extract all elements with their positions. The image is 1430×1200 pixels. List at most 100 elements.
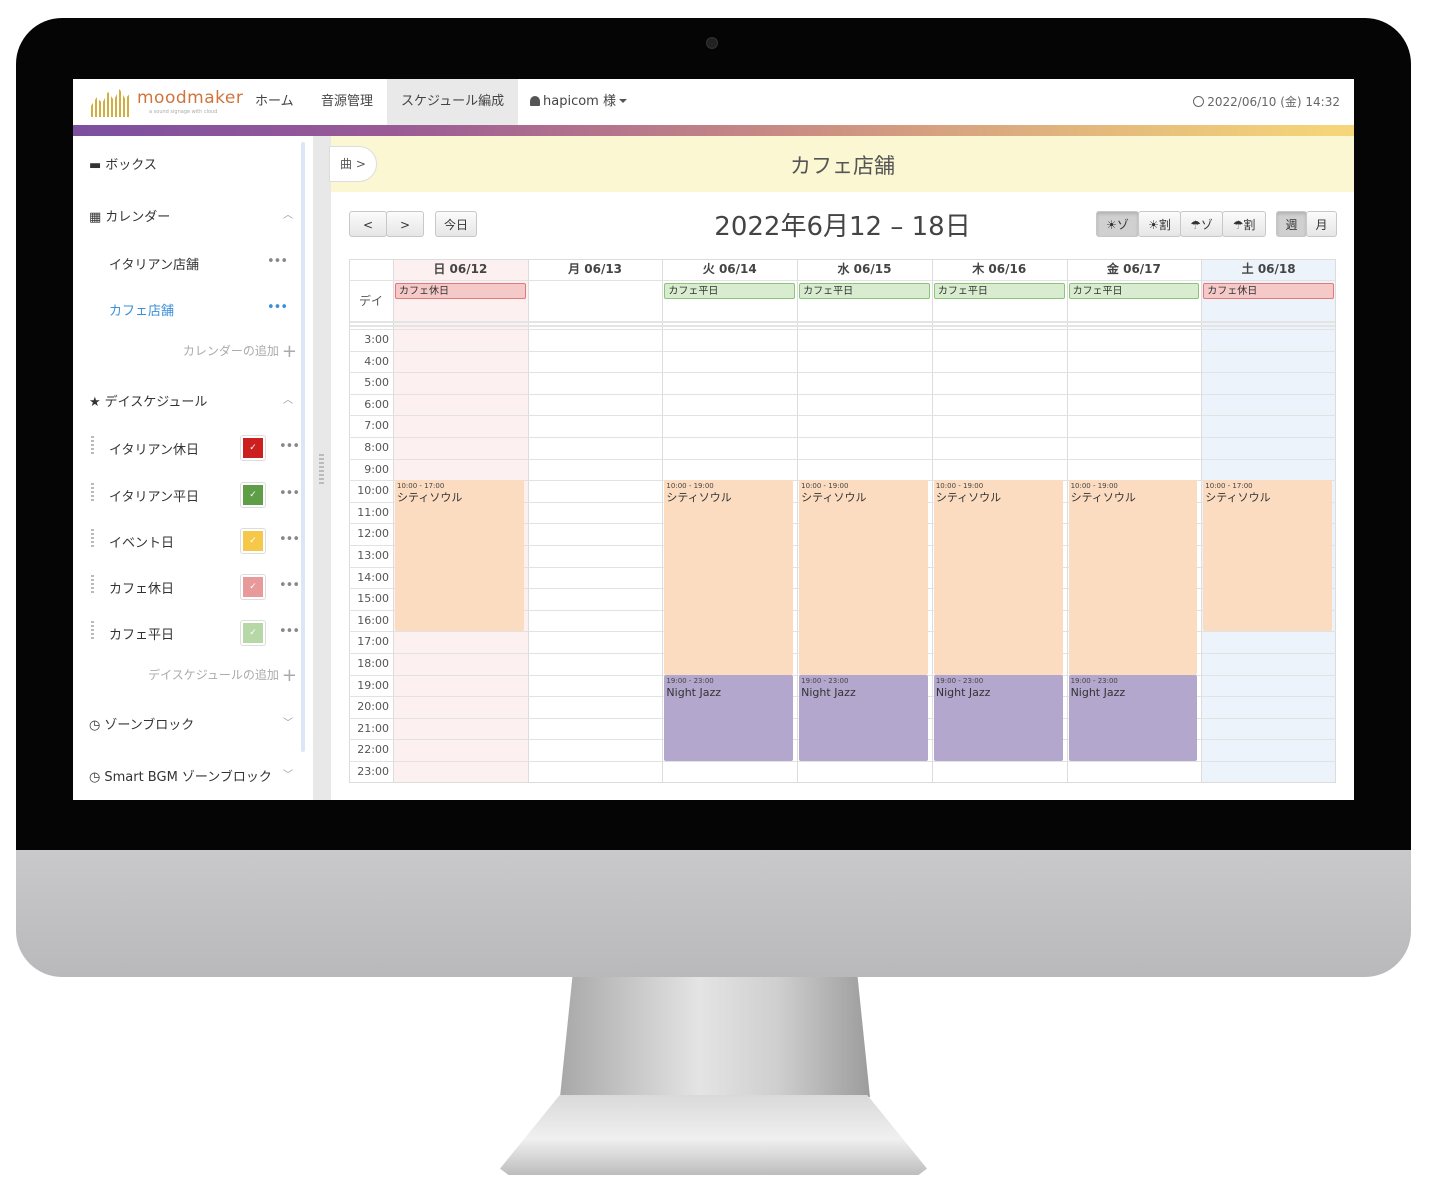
event-title: シティソウル — [1070, 491, 1136, 505]
sidebar-zone-block-header[interactable]: ◷ ゾーンブロック ﹀ — [89, 714, 301, 733]
chevron-up-icon[interactable]: ︿ — [283, 210, 293, 221]
sidebar-item-italian-store[interactable]: イタリアン店舗 ••• — [109, 254, 301, 273]
filter-rain-split-button[interactable]: ☂割 — [1222, 211, 1266, 237]
color-swatch[interactable]: ✓ — [241, 621, 265, 645]
allday-event[interactable]: カフェ休日 — [395, 283, 526, 299]
day-column[interactable] — [797, 259, 932, 783]
schedule-item-cafe-weekday[interactable]: カフェ平日 — [109, 624, 301, 643]
hour-label: 19:00 — [357, 678, 389, 692]
day-header[interactable]: 土 06/18 — [1241, 262, 1296, 276]
color-swatch[interactable]: ✓ — [241, 529, 265, 553]
allday-event[interactable]: カフェ平日 — [664, 283, 796, 299]
sidebar-scrollbar[interactable] — [301, 142, 305, 752]
night-jazz-event[interactable]: 19:00 - 23:00 Night Jazz — [933, 674, 1063, 761]
add-schedule-link[interactable]: デイスケジュールの追加 + — [148, 665, 297, 686]
sidebar-item-cafe-store[interactable]: カフェ店舗 ••• — [109, 300, 301, 319]
color-swatch[interactable]: ✓ — [241, 483, 265, 507]
event-title: シティソウル — [397, 491, 463, 505]
city-soul-event[interactable]: 10:00 - 17:00 シティソウル — [1203, 480, 1332, 632]
clock: 2022/06/10 (金) 14:32 — [1193, 79, 1340, 125]
night-jazz-event[interactable]: 19:00 - 23:00 Night Jazz — [664, 674, 794, 761]
add-schedule-label: デイスケジュールの追加 — [148, 668, 279, 682]
city-soul-event[interactable]: 10:00 - 19:00 シティソウル — [933, 480, 1063, 675]
hour-label: 16:00 — [357, 613, 389, 627]
allday-event[interactable]: カフェ休日 — [1203, 283, 1334, 299]
sidebar-box[interactable]: ▬ ボックス — [89, 154, 317, 173]
page-title: カフェ店舗 — [790, 154, 895, 178]
filter-sun-split-button[interactable]: ☀割 — [1138, 211, 1181, 237]
nav-user-menu[interactable]: hapicom 様 — [516, 79, 641, 125]
city-soul-event[interactable]: 10:00 - 19:00 シティソウル — [1068, 480, 1198, 675]
more-icon[interactable]: ••• — [278, 439, 300, 454]
drag-handle-icon[interactable] — [91, 529, 94, 549]
add-calendar-link[interactable]: カレンダーの追加 + — [183, 341, 297, 362]
brand-logo[interactable]: moodmaker a sound signage with cloud — [91, 85, 243, 119]
today-button[interactable]: 今日 — [435, 211, 477, 237]
day-header[interactable]: 火 06/14 — [702, 262, 757, 276]
clock-icon: ◷ — [89, 718, 101, 733]
hour-label: 9:00 — [364, 462, 389, 476]
more-icon[interactable]: ••• — [266, 300, 288, 315]
event-time: 19:00 - 23:00 — [666, 676, 714, 685]
sidebar-day-schedule-header[interactable]: ★ デイスケジュール ︿ — [89, 391, 301, 410]
color-swatch[interactable]: ✓ — [241, 575, 265, 599]
filter-sun-zone-button[interactable]: ☀ゾ — [1096, 211, 1139, 237]
city-soul-event[interactable]: 10:00 - 19:00 シティソウル — [664, 480, 794, 675]
allday-row-label: デイ — [358, 294, 383, 308]
drag-handle-icon[interactable] — [91, 483, 94, 503]
more-icon[interactable]: ••• — [278, 486, 300, 501]
city-soul-event[interactable]: 10:00 - 17:00 シティソウル — [395, 480, 524, 632]
schedule-item-cafe-holiday[interactable]: カフェ休日 — [109, 578, 301, 597]
nav-sources[interactable]: 音源管理 — [321, 94, 374, 109]
monitor-chin — [16, 850, 1411, 977]
schedule-item-label: カフェ平日 — [109, 628, 175, 643]
day-column[interactable] — [662, 259, 797, 783]
next-week-button[interactable]: > — [386, 211, 424, 237]
schedule-item-label: イベント日 — [109, 536, 175, 551]
filter-rain-zone-button[interactable]: ☂ゾ — [1180, 211, 1223, 237]
day-header[interactable]: 金 06/17 — [1106, 262, 1161, 276]
schedule-item-italian-holiday[interactable]: イタリアン休日 — [109, 439, 301, 458]
day-column[interactable] — [1066, 259, 1202, 783]
day-header[interactable]: 日 06/12 — [433, 262, 488, 276]
allday-event[interactable]: カフェ平日 — [933, 283, 1065, 299]
chevron-down-icon[interactable]: ﹀ — [283, 770, 293, 781]
drag-handle-icon[interactable] — [91, 436, 94, 456]
day-header[interactable]: 木 06/16 — [972, 262, 1027, 276]
plus-icon: + — [281, 665, 297, 686]
sidebar-calendar-header[interactable]: ▦ カレンダー ︿ — [89, 206, 301, 225]
breadcrumb[interactable]: 曲 > — [329, 146, 377, 182]
schedule-item-event-day[interactable]: イベント日 — [109, 532, 301, 551]
chevron-down-icon[interactable]: ﹀ — [283, 718, 293, 729]
more-icon[interactable]: ••• — [278, 578, 300, 593]
day-header[interactable]: 水 06/15 — [837, 262, 892, 276]
night-jazz-event[interactable]: 19:00 - 23:00 Night Jazz — [799, 674, 928, 761]
city-soul-event[interactable]: 10:00 - 19:00 シティソウル — [799, 480, 928, 675]
more-icon[interactable]: ••• — [278, 532, 300, 547]
day-column[interactable] — [931, 259, 1067, 783]
event-time: 10:00 - 19:00 — [1070, 482, 1118, 491]
chevron-up-icon[interactable]: ︿ — [283, 395, 293, 406]
night-jazz-event[interactable]: 19:00 - 23:00 Night Jazz — [1068, 674, 1198, 761]
more-icon[interactable]: ••• — [278, 624, 300, 639]
sidebar-smart-zone-block-header[interactable]: ◷ Smart BGM ゾーンブロック ﹀ — [89, 766, 301, 785]
color-swatch[interactable]: ✓ — [241, 436, 265, 460]
monitor-neck — [560, 977, 870, 1097]
nav-schedule[interactable]: スケジュール編成 — [387, 79, 519, 125]
month-view-button[interactable]: 月 — [1306, 211, 1337, 237]
schedule-item-italian-weekday[interactable]: イタリアン平日 — [109, 486, 301, 505]
event-time: 10:00 - 17:00 — [397, 482, 445, 491]
drag-handle-icon[interactable] — [91, 621, 94, 641]
allday-event[interactable]: カフェ平日 — [1068, 283, 1200, 299]
allday-event[interactable]: カフェ平日 — [799, 283, 930, 299]
drag-handle-icon[interactable] — [91, 575, 94, 595]
nav-home[interactable]: ホーム — [255, 94, 294, 109]
day-header[interactable]: 月 06/13 — [568, 262, 623, 276]
star-icon: ★ — [89, 395, 101, 410]
resize-handle-icon[interactable] — [319, 454, 324, 484]
hour-line — [349, 329, 1336, 330]
more-icon[interactable]: ••• — [266, 254, 288, 269]
prev-week-button[interactable]: < — [349, 211, 387, 237]
day-column[interactable] — [527, 259, 663, 783]
week-view-button[interactable]: 週 — [1276, 211, 1307, 237]
